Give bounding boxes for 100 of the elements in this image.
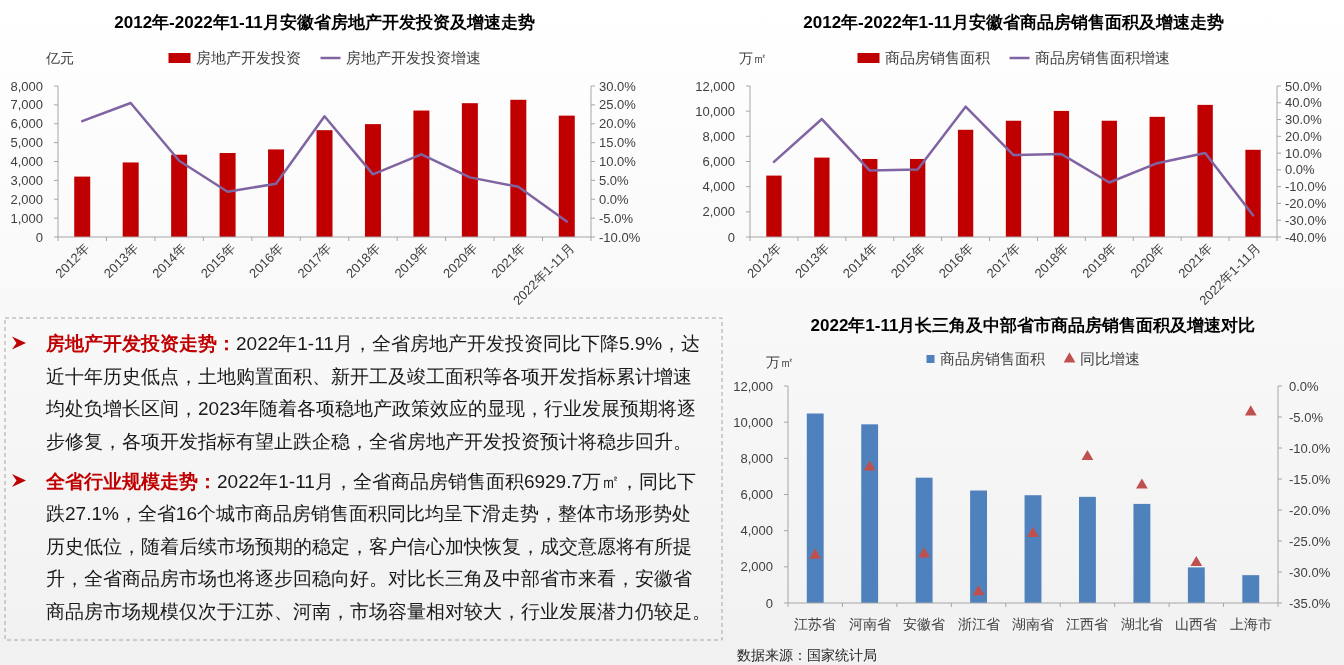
y2-tick-label: 20.0% [1285, 128, 1323, 144]
bar [74, 176, 91, 237]
y-tick-label: 1,000 [10, 210, 43, 226]
y2-tick-label: -10.0% [1285, 179, 1327, 195]
y-tick-label: 2,000 [10, 191, 43, 207]
bar [413, 110, 430, 237]
y-tick-label: 2,000 [702, 204, 735, 220]
x-tick-label: 河南省 [848, 616, 891, 632]
bar [268, 149, 285, 237]
point [1190, 555, 1203, 567]
y2-tick-label: 5.0% [599, 172, 630, 188]
bar [558, 115, 575, 237]
point [1136, 478, 1148, 489]
x-tick-label: 安徽省 [903, 616, 946, 632]
y2-tick-label: 10.0% [1285, 145, 1323, 161]
x-tick-label: 江苏省 [794, 616, 837, 632]
chart-title: 2012年-2022年1-11月安徽省商品房销售面积及增速走势 [803, 12, 1224, 32]
y2-tick-label: 30.0% [1285, 112, 1323, 128]
bar [1005, 120, 1022, 237]
bar [364, 124, 381, 237]
legend-label: 同比增速 [1079, 351, 1140, 367]
y-tick-label: 12,000 [695, 78, 735, 94]
y-tick-label: 4,000 [702, 179, 735, 195]
y2-tick-label: 10.0% [599, 154, 637, 169]
y2-tick-label: 0.0% [599, 191, 630, 207]
point [1244, 405, 1257, 416]
x-tick-label: 上海市 [1229, 616, 1272, 632]
bar [862, 158, 878, 237]
y-tick-label: 6,000 [740, 487, 773, 502]
y2-tick-label: -40.0% [1285, 229, 1327, 245]
bar [915, 477, 933, 603]
bar [316, 130, 333, 237]
legend-label: 商品房销售面积增速 [1034, 50, 1170, 66]
y2-tick-label: -15.0% [1289, 471, 1331, 487]
y-tick-label: 8,000 [10, 78, 43, 94]
bar [1242, 575, 1260, 603]
bar [1245, 149, 1261, 237]
y-tick-label: 8,000 [740, 450, 773, 466]
text: 房地产开发投资走势：2022年1-11月，全省房地产开发投资同比下降5.9%，达近十年历史低点，土地购置面积、新开工及竣工面积等各项开发指标累计增速均处负增长区间，2023年随着各项稳地产政策效应的显现，行业发展预期将逐步修复，各项开发指标有望止跌企稳，全省房地产开发投资预计将稳步回升。 [45, 333, 701, 452]
x-tick-label: 湖南省 [1012, 616, 1054, 632]
x-tick-label: 浙江省 [957, 616, 1000, 632]
point [809, 548, 822, 559]
bar [970, 490, 987, 603]
bar [1024, 495, 1042, 603]
y2-tick-label: -20.0% [1289, 502, 1331, 518]
y-tick-label: 6,000 [10, 116, 43, 132]
y2-tick-label: 40.0% [1285, 95, 1323, 111]
y2-tick-label: -30.0% [1289, 564, 1331, 580]
bar [1079, 496, 1096, 603]
point [1081, 449, 1094, 461]
y2-tick-label: -20.0% [1285, 195, 1327, 211]
line-series [80, 101, 569, 223]
y2-tick-label: -10.0% [599, 229, 641, 245]
y2-tick-label: 0.0% [1289, 378, 1320, 394]
y-tick-label: 2,000 [740, 559, 773, 575]
bar [910, 158, 926, 237]
bar [766, 175, 782, 237]
bar [171, 154, 188, 237]
bar [510, 99, 527, 237]
bar [1197, 104, 1213, 237]
y-axis-title: 万㎡ [766, 354, 794, 370]
legend-label: 房地产开发投资 [195, 50, 301, 66]
y2-tick-label: 0.0% [1285, 162, 1316, 178]
y-tick-label: 0 [765, 595, 773, 611]
y2-tick-label: 50.0% [1285, 78, 1323, 94]
bar [1101, 120, 1117, 237]
y-tick-label: 5,000 [10, 135, 43, 151]
point [918, 547, 930, 558]
point [863, 460, 876, 471]
y-tick-label: 6,000 [702, 154, 735, 169]
bar [219, 153, 236, 237]
y2-tick-label: 15.0% [599, 135, 637, 151]
bar [122, 162, 139, 237]
bar [861, 424, 879, 603]
y-tick-label: 4,000 [10, 154, 43, 169]
x-tick-label: 湖北省 [1120, 616, 1163, 632]
y2-tick-label: -25.0% [1289, 533, 1331, 549]
y-axis-title: 亿元 [45, 50, 74, 66]
bar [814, 157, 830, 237]
y-tick-label: 0 [35, 229, 43, 245]
legend-label: 商品房销售面积 [884, 50, 990, 66]
x-tick-label: 山西省 [1175, 616, 1218, 632]
y-axis-title: 万㎡ [739, 50, 767, 66]
text: 全省行业规模走势：2022年1-11月，全省商品房销售面积6929.7万㎡，同比下跌27.1%，全省16个城市商品房销售面积同比均呈下滑走势，整体市场形势处历史低位，随着后续市场预期的稳定，客户信心加快恢复，成交意愿将有所提升，全省商品房市场也将逐步回稳向好。对比长三角及中部省市来看，安徽省商品房市场规模仅次于江苏、河南，市场容量相对较大，行业发展潜力仍较足。 [45, 470, 711, 622]
y2-tick-label: 30.0% [599, 78, 637, 94]
legend-label: 商品房销售面积 [939, 351, 1045, 367]
y-tick-label: 8,000 [702, 128, 735, 144]
y2-tick-label: -5.0% [1289, 409, 1324, 425]
chart-title: 2012年-2022年1-11月安徽省房地产开发投资及增速走势 [114, 12, 535, 32]
y2-tick-label: -30.0% [1285, 212, 1327, 228]
bar [461, 103, 478, 237]
source-note: 数据来源：国家统计局 [737, 647, 877, 663]
x-tick-label: 江西省 [1066, 616, 1109, 632]
bar [1053, 110, 1070, 237]
y2-tick-label: -35.0% [1289, 595, 1331, 611]
y-tick-label: 4,000 [740, 523, 773, 539]
y2-tick-label: -5.0% [599, 210, 634, 226]
bar [806, 413, 824, 603]
bar [957, 129, 974, 237]
bar [1133, 503, 1151, 603]
